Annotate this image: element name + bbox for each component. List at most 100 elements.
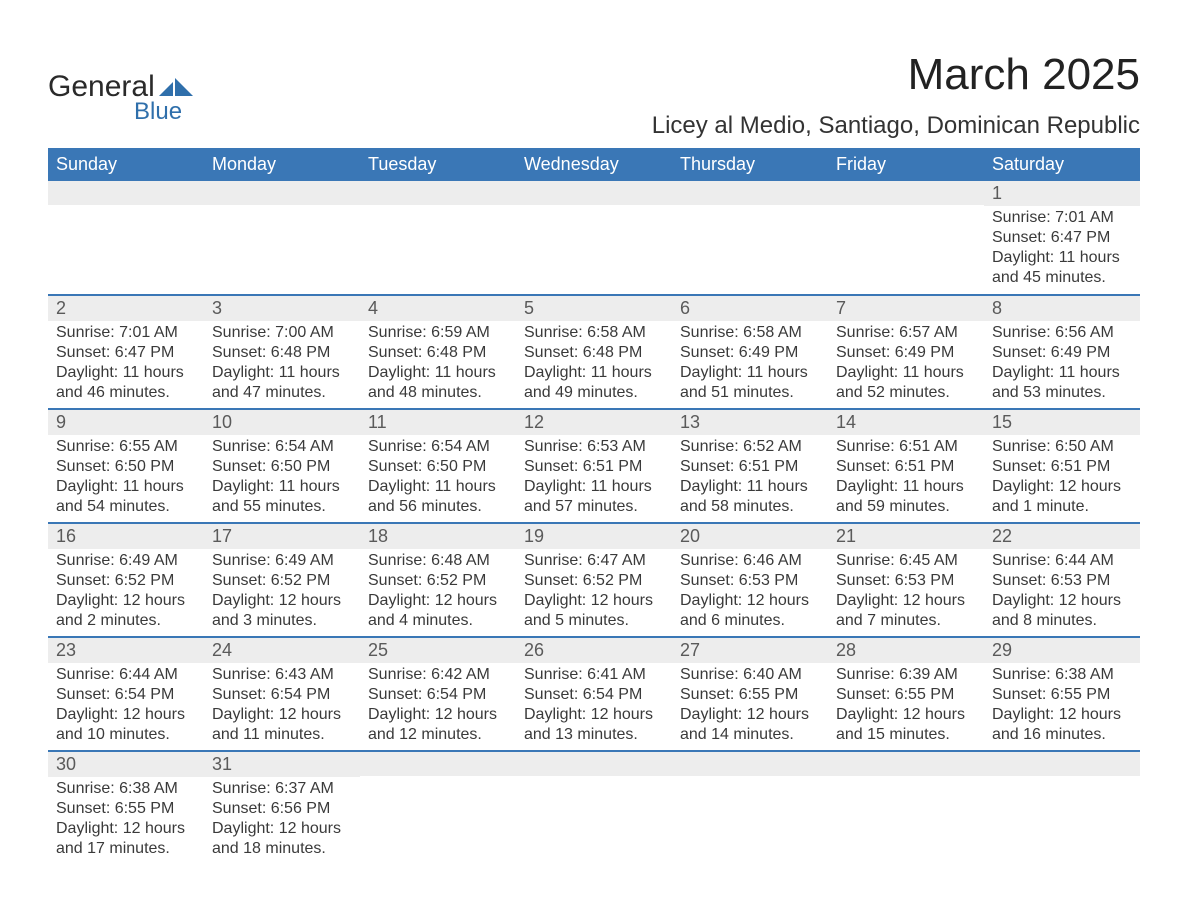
day-number (828, 752, 984, 776)
daylight-text: Daylight: 11 hours and 59 minutes. (836, 477, 976, 517)
day-header: Tuesday (360, 148, 516, 181)
day-number: 5 (516, 296, 672, 321)
sunrise-text: Sunrise: 6:46 AM (680, 551, 820, 571)
sunset-text: Sunset: 6:55 PM (680, 685, 820, 705)
daylight-text: Daylight: 11 hours and 51 minutes. (680, 363, 820, 403)
cell-body: Sunrise: 6:41 AMSunset: 6:54 PMDaylight:… (516, 663, 672, 749)
day-number (828, 181, 984, 205)
calendar-week-row: 16Sunrise: 6:49 AMSunset: 6:52 PMDayligh… (48, 523, 1140, 637)
sunrise-text: Sunrise: 6:40 AM (680, 665, 820, 685)
day-number: 20 (672, 524, 828, 549)
sunrise-text: Sunrise: 6:39 AM (836, 665, 976, 685)
daylight-text: Daylight: 11 hours and 56 minutes. (368, 477, 508, 517)
sunset-text: Sunset: 6:50 PM (212, 457, 352, 477)
sunrise-text: Sunrise: 6:49 AM (56, 551, 196, 571)
cell-body: Sunrise: 7:01 AMSunset: 6:47 PMDaylight:… (984, 206, 1140, 292)
daylight-text: Daylight: 12 hours and 13 minutes. (524, 705, 664, 745)
daylight-text: Daylight: 12 hours and 6 minutes. (680, 591, 820, 631)
sunset-text: Sunset: 6:54 PM (524, 685, 664, 705)
sunrise-text: Sunrise: 6:53 AM (524, 437, 664, 457)
day-number (360, 752, 516, 776)
calendar-cell: 16Sunrise: 6:49 AMSunset: 6:52 PMDayligh… (48, 523, 204, 637)
cell-body: Sunrise: 6:46 AMSunset: 6:53 PMDaylight:… (672, 549, 828, 635)
sunset-text: Sunset: 6:49 PM (992, 343, 1132, 363)
calendar-cell: 26Sunrise: 6:41 AMSunset: 6:54 PMDayligh… (516, 637, 672, 751)
day-number: 2 (48, 296, 204, 321)
cell-body (672, 205, 828, 211)
daylight-text: Daylight: 12 hours and 8 minutes. (992, 591, 1132, 631)
header: General Blue March 2025 Licey al Medio, … (48, 50, 1140, 140)
calendar-cell: 22Sunrise: 6:44 AMSunset: 6:53 PMDayligh… (984, 523, 1140, 637)
sunset-text: Sunset: 6:53 PM (836, 571, 976, 591)
logo-shape-icon (159, 74, 193, 101)
sunset-text: Sunset: 6:48 PM (524, 343, 664, 363)
cell-body (360, 776, 516, 782)
day-number: 1 (984, 181, 1140, 206)
daylight-text: Daylight: 11 hours and 49 minutes. (524, 363, 664, 403)
cell-body: Sunrise: 6:56 AMSunset: 6:49 PMDaylight:… (984, 321, 1140, 407)
calendar-cell: 11Sunrise: 6:54 AMSunset: 6:50 PMDayligh… (360, 409, 516, 523)
location-subtitle: Licey al Medio, Santiago, Dominican Repu… (652, 112, 1140, 140)
calendar-cell (828, 751, 984, 865)
day-number: 3 (204, 296, 360, 321)
calendar-cell (672, 181, 828, 295)
daylight-text: Daylight: 12 hours and 16 minutes. (992, 705, 1132, 745)
cell-body: Sunrise: 6:57 AMSunset: 6:49 PMDaylight:… (828, 321, 984, 407)
sunset-text: Sunset: 6:49 PM (836, 343, 976, 363)
sunrise-text: Sunrise: 6:47 AM (524, 551, 664, 571)
cell-body: Sunrise: 6:50 AMSunset: 6:51 PMDaylight:… (984, 435, 1140, 521)
daylight-text: Daylight: 12 hours and 11 minutes. (212, 705, 352, 745)
calendar-cell (204, 181, 360, 295)
day-header: Sunday (48, 148, 204, 181)
calendar-week-row: 23Sunrise: 6:44 AMSunset: 6:54 PMDayligh… (48, 637, 1140, 751)
calendar-cell: 27Sunrise: 6:40 AMSunset: 6:55 PMDayligh… (672, 637, 828, 751)
day-number: 17 (204, 524, 360, 549)
sunrise-text: Sunrise: 6:43 AM (212, 665, 352, 685)
calendar-cell: 15Sunrise: 6:50 AMSunset: 6:51 PMDayligh… (984, 409, 1140, 523)
sunset-text: Sunset: 6:51 PM (680, 457, 820, 477)
title-block: March 2025 Licey al Medio, Santiago, Dom… (652, 50, 1140, 140)
sunrise-text: Sunrise: 6:41 AM (524, 665, 664, 685)
daylight-text: Daylight: 12 hours and 7 minutes. (836, 591, 976, 631)
sunrise-text: Sunrise: 6:56 AM (992, 323, 1132, 343)
calendar-week-row: 2Sunrise: 7:01 AMSunset: 6:47 PMDaylight… (48, 295, 1140, 409)
calendar-cell: 20Sunrise: 6:46 AMSunset: 6:53 PMDayligh… (672, 523, 828, 637)
day-number: 9 (48, 410, 204, 435)
cell-body: Sunrise: 6:49 AMSunset: 6:52 PMDaylight:… (204, 549, 360, 635)
sunset-text: Sunset: 6:54 PM (212, 685, 352, 705)
sunrise-text: Sunrise: 6:48 AM (368, 551, 508, 571)
daylight-text: Daylight: 12 hours and 5 minutes. (524, 591, 664, 631)
sunset-text: Sunset: 6:56 PM (212, 799, 352, 819)
sunrise-text: Sunrise: 7:01 AM (56, 323, 196, 343)
daylight-text: Daylight: 11 hours and 54 minutes. (56, 477, 196, 517)
daylight-text: Daylight: 12 hours and 18 minutes. (212, 819, 352, 859)
cell-body: Sunrise: 6:38 AMSunset: 6:55 PMDaylight:… (984, 663, 1140, 749)
sunset-text: Sunset: 6:52 PM (212, 571, 352, 591)
daylight-text: Daylight: 11 hours and 53 minutes. (992, 363, 1132, 403)
cell-body: Sunrise: 6:45 AMSunset: 6:53 PMDaylight:… (828, 549, 984, 635)
sunset-text: Sunset: 6:52 PM (368, 571, 508, 591)
cell-body (828, 205, 984, 211)
logo: General Blue (48, 70, 193, 126)
day-header: Thursday (672, 148, 828, 181)
calendar-cell (360, 751, 516, 865)
cell-body: Sunrise: 6:51 AMSunset: 6:51 PMDaylight:… (828, 435, 984, 521)
daylight-text: Daylight: 11 hours and 48 minutes. (368, 363, 508, 403)
cell-body: Sunrise: 6:53 AMSunset: 6:51 PMDaylight:… (516, 435, 672, 521)
calendar-cell: 28Sunrise: 6:39 AMSunset: 6:55 PMDayligh… (828, 637, 984, 751)
sunrise-text: Sunrise: 6:37 AM (212, 779, 352, 799)
sunrise-text: Sunrise: 6:59 AM (368, 323, 508, 343)
sunrise-text: Sunrise: 6:54 AM (212, 437, 352, 457)
day-number: 18 (360, 524, 516, 549)
cell-body (516, 205, 672, 211)
calendar-cell: 19Sunrise: 6:47 AMSunset: 6:52 PMDayligh… (516, 523, 672, 637)
day-number: 29 (984, 638, 1140, 663)
sunrise-text: Sunrise: 6:51 AM (836, 437, 976, 457)
calendar-cell: 4Sunrise: 6:59 AMSunset: 6:48 PMDaylight… (360, 295, 516, 409)
calendar-cell: 17Sunrise: 6:49 AMSunset: 6:52 PMDayligh… (204, 523, 360, 637)
day-number (672, 752, 828, 776)
calendar-week-row: 9Sunrise: 6:55 AMSunset: 6:50 PMDaylight… (48, 409, 1140, 523)
sunset-text: Sunset: 6:47 PM (992, 228, 1132, 248)
daylight-text: Daylight: 11 hours and 47 minutes. (212, 363, 352, 403)
sunrise-text: Sunrise: 6:44 AM (992, 551, 1132, 571)
